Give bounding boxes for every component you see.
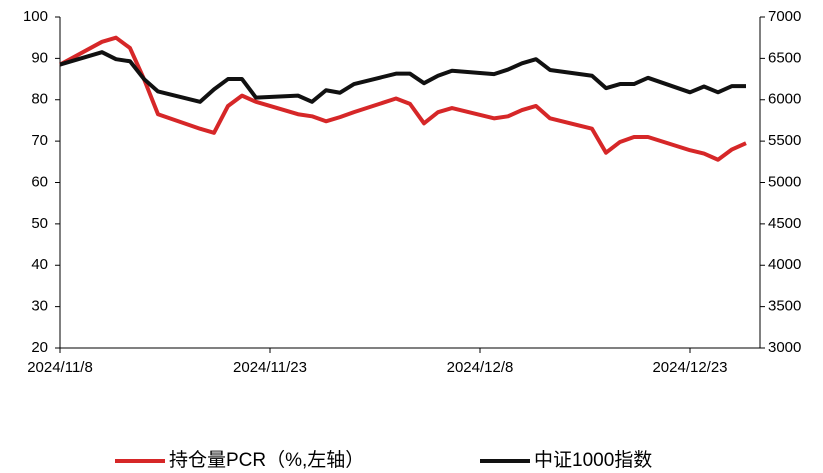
y-tick-label: 50 — [31, 215, 48, 232]
y-tick-label: 60 — [31, 173, 48, 190]
x-tick-label: 2024/11/8 — [27, 359, 93, 376]
y-tick-label: 100 — [23, 8, 48, 25]
y-tick-label: 20 — [31, 339, 48, 356]
y-tick-label: 80 — [31, 91, 48, 108]
x-tick-label: 2024/12/8 — [447, 359, 514, 376]
y2-tick-label: 4500 — [768, 215, 801, 232]
y-tick-label: 30 — [31, 298, 48, 315]
y2-tick-label: 3500 — [768, 298, 801, 315]
y2-tick-label: 7000 — [768, 8, 801, 25]
y2-tick-label: 6500 — [768, 49, 801, 66]
y-tick-label: 70 — [31, 132, 48, 149]
y2-tick-label: 5000 — [768, 173, 801, 190]
legend: 持仓量PCR（%,左轴） 中证1000指数 — [115, 449, 652, 471]
series-line — [59, 50, 746, 104]
series-line — [59, 35, 747, 162]
legend-label: 持仓量PCR（%,左轴） — [169, 449, 364, 471]
y2-tick-label: 4000 — [768, 256, 801, 273]
x-tick-label: 2024/12/23 — [652, 359, 727, 376]
x-tick-label: 2024/11/23 — [233, 359, 307, 376]
y-tick-label: 40 — [31, 256, 48, 273]
y2-tick-label: 6000 — [768, 91, 801, 108]
legend-label: 中证1000指数 — [534, 449, 652, 471]
y2-tick-label: 3000 — [768, 339, 801, 356]
y2-tick-label: 5500 — [768, 132, 801, 149]
y-tick-label: 90 — [31, 49, 48, 66]
